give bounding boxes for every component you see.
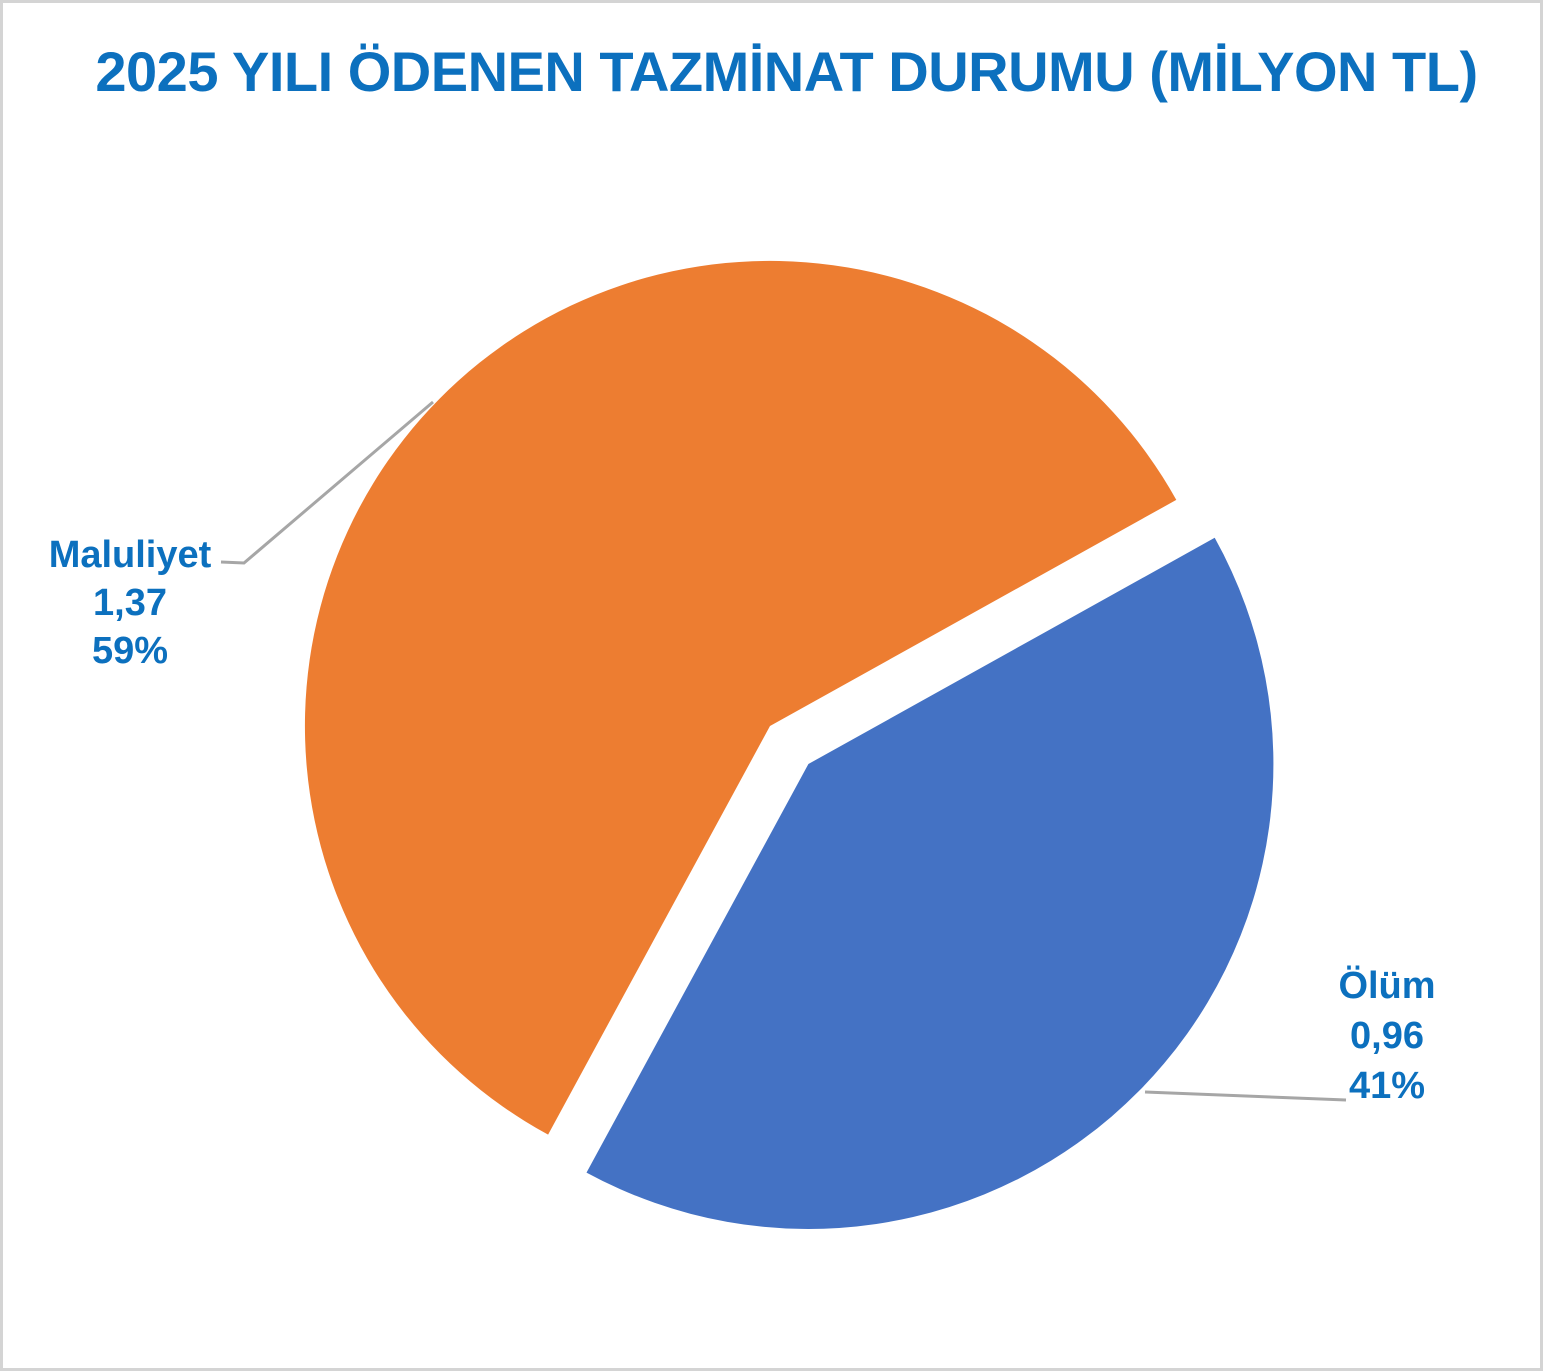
data-label-olum: Ölüm 0,96 41% <box>1277 961 1497 1111</box>
data-label-olum-percent: 41% <box>1348 1065 1426 1107</box>
pie-slices <box>304 260 1274 1229</box>
data-label-olum-value: 0,96 <box>1350 1015 1424 1057</box>
pie-chart <box>220 260 1347 1229</box>
leader-line-maluliyet <box>220 400 434 565</box>
leader-lines <box>220 400 1347 1102</box>
data-label-olum-category: Ölüm <box>1338 965 1436 1007</box>
pie-slice--l-m <box>586 537 1274 1229</box>
leader-line-olum <box>1144 1090 1347 1102</box>
data-label-maluliyet: Maluliyet 1,37 59% <box>20 531 240 675</box>
chart-title: 2025 YILI ÖDENEN TAZMİNAT DURUMU (MİLYON… <box>95 40 1478 103</box>
data-label-maluliyet-value: 1,37 <box>93 582 167 624</box>
data-label-maluliyet-category: Maluliyet <box>48 534 212 576</box>
data-label-maluliyet-percent: 59% <box>91 630 169 672</box>
pie-slice-maluliyet <box>304 260 1177 1135</box>
